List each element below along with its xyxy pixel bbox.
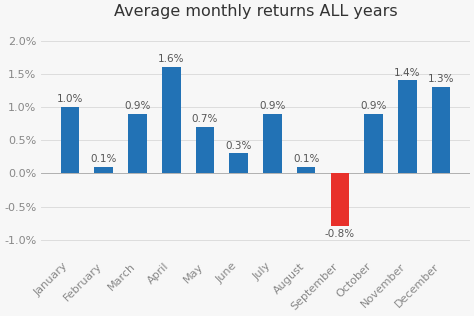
Text: 0.7%: 0.7% (192, 114, 218, 124)
Bar (398, 80, 417, 173)
Text: 0.1%: 0.1% (91, 154, 117, 164)
Bar (162, 67, 181, 173)
Text: -0.8%: -0.8% (325, 229, 355, 239)
Bar (128, 113, 147, 173)
Bar (263, 113, 282, 173)
Text: 1.3%: 1.3% (428, 74, 454, 84)
Title: Average monthly returns ALL years: Average monthly returns ALL years (114, 4, 397, 19)
Text: 0.3%: 0.3% (226, 141, 252, 151)
Text: 0.9%: 0.9% (259, 101, 286, 111)
Text: 1.4%: 1.4% (394, 68, 420, 78)
Text: 1.0%: 1.0% (57, 94, 83, 104)
Bar (61, 107, 79, 173)
Text: 1.6%: 1.6% (158, 54, 184, 64)
Text: 0.9%: 0.9% (360, 101, 387, 111)
Bar (330, 173, 349, 227)
Bar (432, 87, 450, 173)
Bar (196, 127, 214, 173)
Bar (229, 154, 248, 173)
Text: 0.9%: 0.9% (124, 101, 151, 111)
Bar (94, 167, 113, 173)
Bar (297, 167, 315, 173)
Text: 0.1%: 0.1% (293, 154, 319, 164)
Bar (365, 113, 383, 173)
